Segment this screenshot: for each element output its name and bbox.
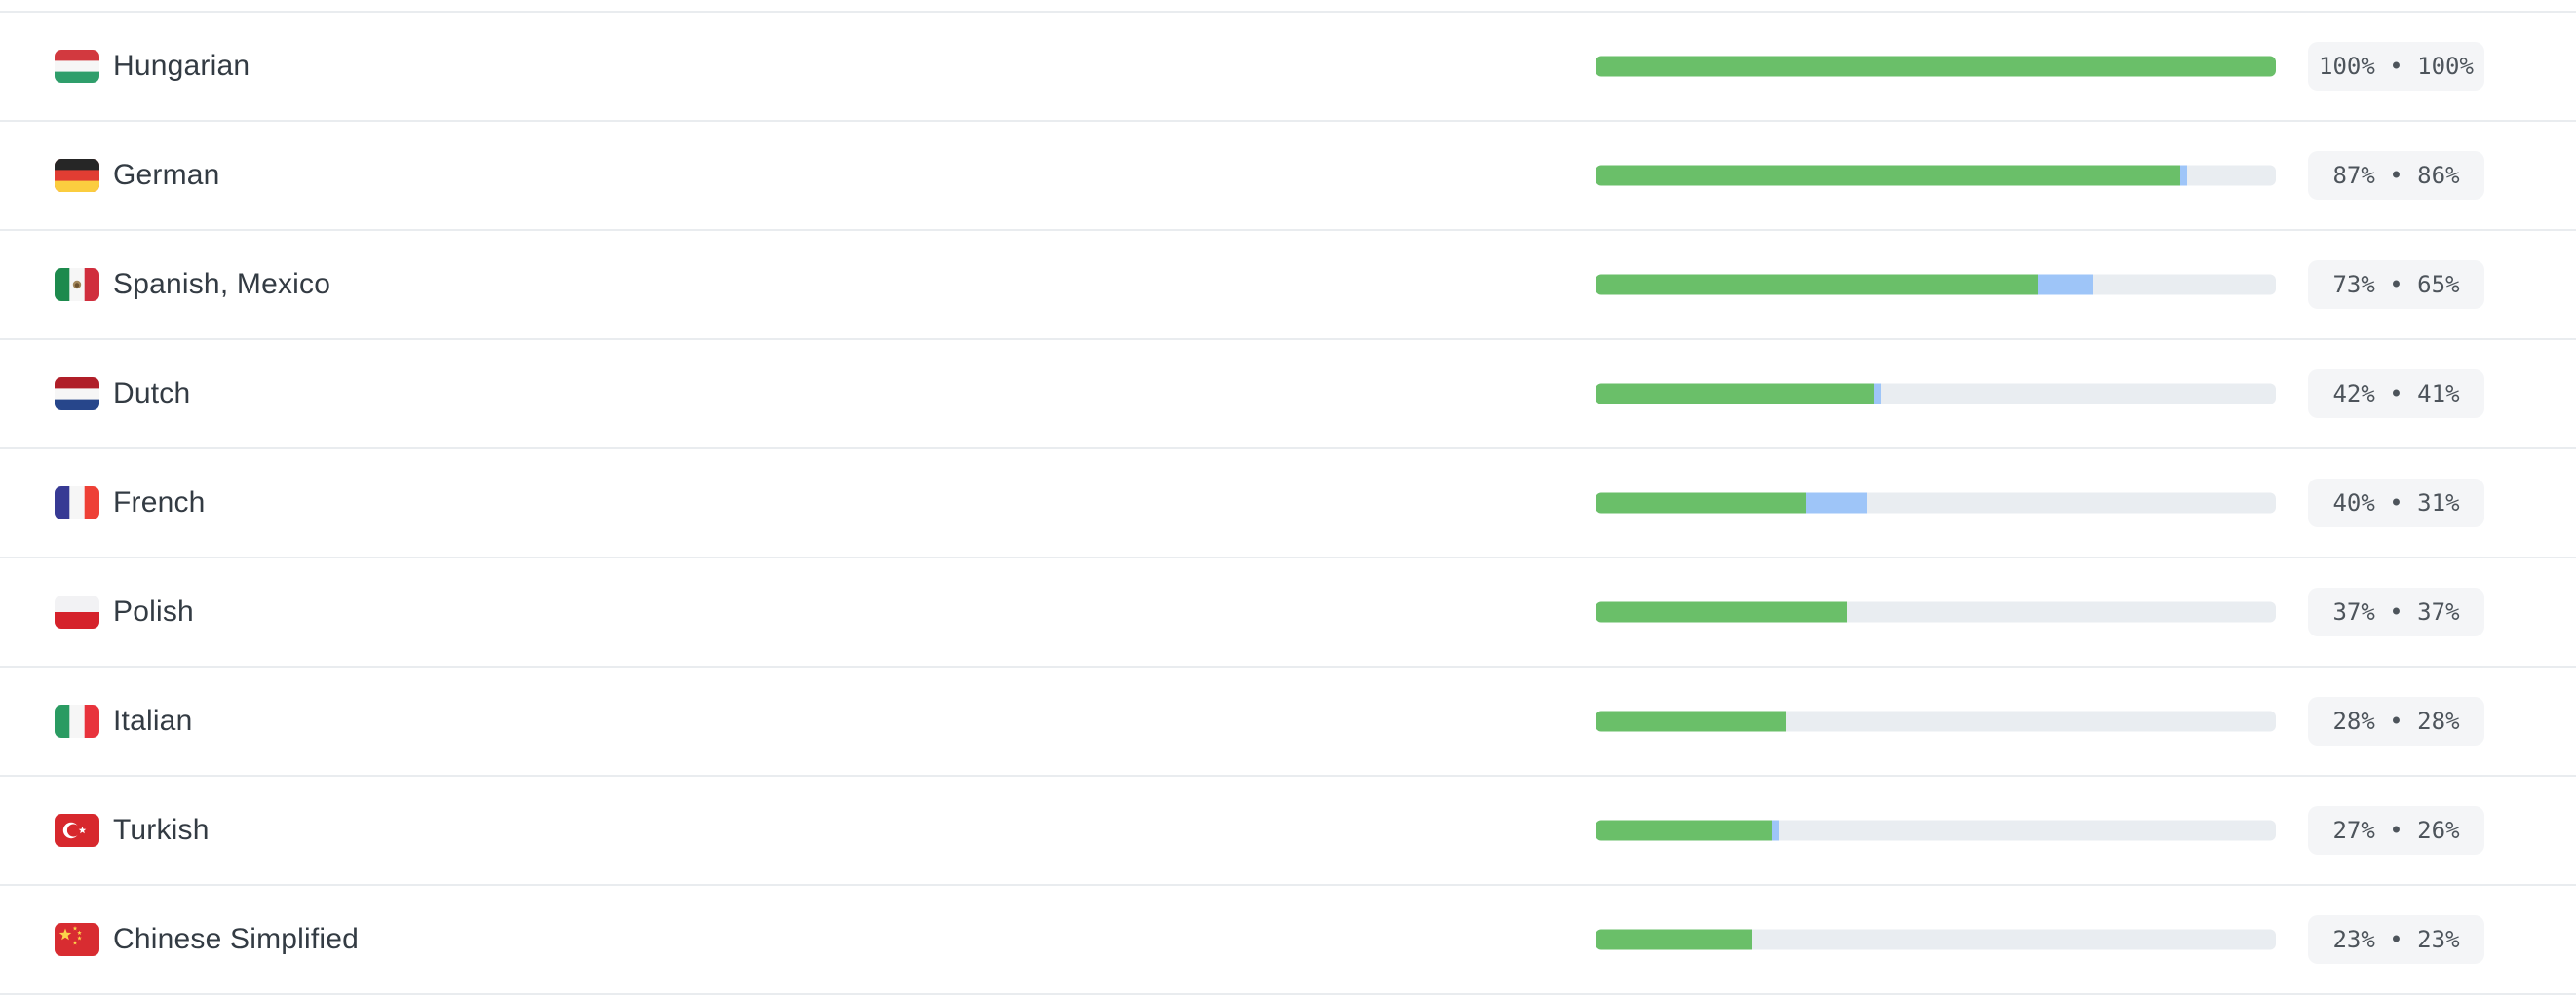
- language-name: Dutch: [113, 377, 191, 409]
- approved-progress-segment: [1596, 929, 1752, 950]
- language-row[interactable]: French 40% • 31%: [0, 449, 2576, 558]
- progress-bar: [1596, 711, 2276, 732]
- language-list: Hungarian 100% • 100% German 87% • 86% S…: [0, 11, 2576, 995]
- language-name: Spanish, Mexico: [113, 268, 331, 300]
- percentage-badge: 42% • 41%: [2308, 369, 2484, 418]
- progress-bar: [1596, 601, 2276, 623]
- flag-italy-icon: [55, 705, 99, 738]
- percentage-badge: 73% • 65%: [2308, 260, 2484, 309]
- divider: [0, 11, 2576, 13]
- progress-bar: [1596, 274, 2276, 295]
- flag-hungary-icon: [55, 50, 99, 83]
- flag-mexico-icon: [55, 268, 99, 301]
- language-row[interactable]: Dutch 42% • 41%: [0, 340, 2576, 449]
- language-row[interactable]: Hungarian 100% • 100%: [0, 13, 2576, 122]
- percentage-badge: 37% • 37%: [2308, 588, 2484, 636]
- progress-bar: [1596, 929, 2276, 950]
- progress-bar: [1596, 492, 2276, 514]
- approved-progress-segment: [1596, 601, 1848, 623]
- approved-progress-segment: [1596, 274, 2038, 295]
- progress-bar: [1596, 56, 2276, 77]
- percentage-badge: 28% • 28%: [2308, 697, 2484, 746]
- language-row[interactable]: Italian 28% • 28%: [0, 668, 2576, 777]
- language-name: Polish: [113, 596, 194, 628]
- translated-progress-segment: [2037, 274, 2093, 295]
- flag-france-icon: [55, 486, 99, 519]
- translated-progress-segment: [1772, 820, 1780, 841]
- percentage-badge: 40% • 31%: [2308, 479, 2484, 527]
- approved-progress-segment: [1596, 56, 2276, 77]
- approved-progress-segment: [1596, 820, 1773, 841]
- flag-germany-icon: [55, 159, 99, 192]
- percentage-badge: 100% • 100%: [2308, 42, 2484, 91]
- language-name: German: [113, 159, 220, 191]
- language-row[interactable]: Chinese Simplified 23% • 23%: [0, 886, 2576, 995]
- percentage-badge: 27% • 26%: [2308, 806, 2484, 855]
- approved-progress-segment: [1596, 492, 1807, 514]
- progress-bar: [1596, 820, 2276, 841]
- flag-china-icon: [55, 923, 99, 956]
- language-row[interactable]: Spanish, Mexico 73% • 65%: [0, 231, 2576, 340]
- approved-progress-segment: [1596, 711, 1787, 732]
- translated-progress-segment: [1874, 383, 1882, 404]
- flag-turkey-icon: [55, 814, 99, 847]
- language-row[interactable]: Polish 37% • 37%: [0, 558, 2576, 668]
- approved-progress-segment: [1596, 165, 2181, 186]
- flag-netherlands-icon: [55, 377, 99, 410]
- language-name: Chinese Simplified: [113, 923, 360, 955]
- flag-poland-icon: [55, 596, 99, 629]
- language-name: Hungarian: [113, 50, 250, 82]
- language-name: Italian: [113, 705, 193, 737]
- progress-bar: [1596, 165, 2276, 186]
- language-row[interactable]: Turkish 27% • 26%: [0, 777, 2576, 886]
- approved-progress-segment: [1596, 383, 1875, 404]
- translated-progress-segment: [1806, 492, 1868, 514]
- progress-bar: [1596, 383, 2276, 404]
- language-name: French: [113, 486, 206, 519]
- percentage-badge: 87% • 86%: [2308, 151, 2484, 200]
- language-name: Turkish: [113, 814, 210, 846]
- percentage-badge: 23% • 23%: [2308, 915, 2484, 964]
- translated-progress-segment: [2180, 165, 2188, 186]
- language-row[interactable]: German 87% • 86%: [0, 122, 2576, 231]
